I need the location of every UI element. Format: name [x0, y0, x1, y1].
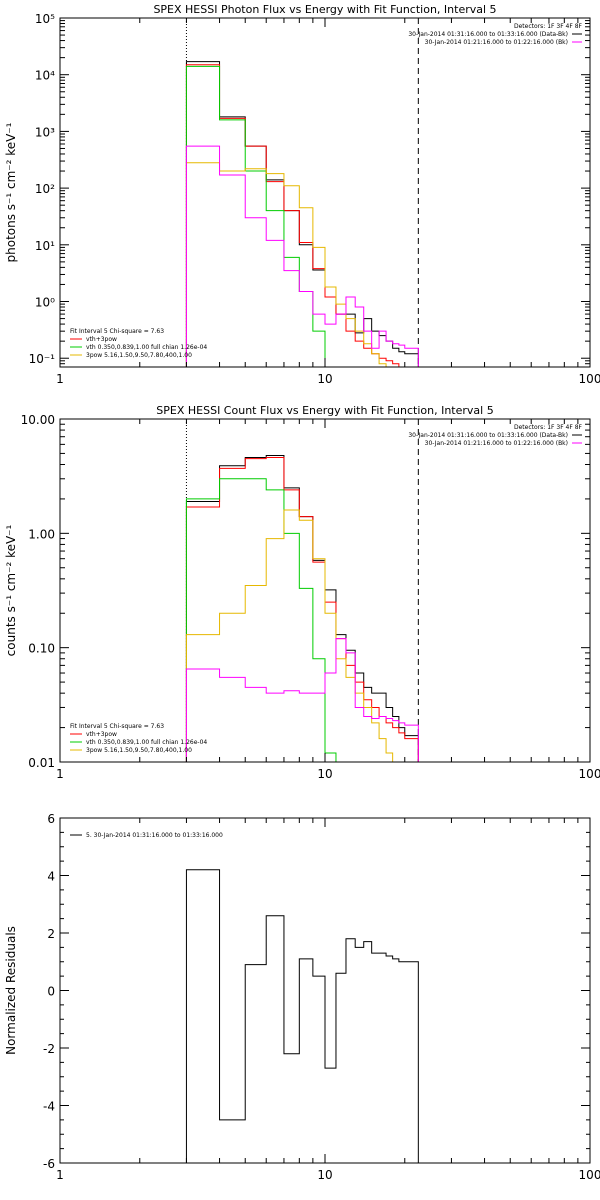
y-tick-label: 10¹ [35, 239, 55, 253]
legend-top-text: 30-Jan-2014 01:31:16.000 to 01:33:16.000… [408, 432, 568, 439]
y-tick-label: 2 [47, 927, 55, 941]
legend-bottom-text: vth 0.350,0.839,1.00 full chian 1.26e-04 [86, 344, 207, 351]
plot-area [185, 419, 419, 762]
legend-top-text: 5. 30-Jan-2014 01:31:16.000 to 01:33:16.… [86, 832, 223, 839]
legend-bottom-text: 3pow 5.16,1.50,9.50,7.80,400,1.00 [86, 352, 192, 359]
y-tick-label: 10³ [35, 125, 55, 139]
legend-top-text: Detectors: 1F 3F 4F 8F [514, 424, 583, 431]
series-step-1 [185, 869, 419, 1163]
chart-panel-1: SPEX HESSI Photon Flux vs Energy with Fi… [4, 3, 600, 386]
series-step-1 [185, 454, 419, 762]
legend-top-text: Detectors: 1F 3F 4F 8F [514, 23, 583, 30]
series-step-1 [185, 61, 419, 367]
y-tick-label: 0.10 [28, 642, 55, 656]
y-tick-label: 1.00 [28, 527, 55, 541]
y-tick-label: 10.00 [21, 413, 55, 427]
x-tick-label: 1 [56, 1168, 64, 1182]
plot-area [185, 18, 419, 367]
series-step-2 [185, 64, 419, 367]
legend-bottom-text: vth+3pow [86, 336, 117, 343]
chart-title: SPEX HESSI Count Flux vs Energy with Fit… [156, 404, 493, 417]
y-tick-label: 10⁴ [35, 69, 55, 83]
y-tick-label: 10² [35, 182, 55, 196]
y-tick-label: 0.01 [28, 756, 55, 770]
y-tick-label: 4 [47, 870, 55, 884]
legend-bottom-text: Fit Interval 5 Chi-square = 7.63 [70, 328, 164, 335]
x-tick-label: 100 [579, 372, 600, 386]
y-axis-label: counts s⁻¹ cm⁻² keV⁻¹ [4, 524, 18, 656]
legend-top-text: 30-Jan-2014 01:31:16.000 to 01:33:16.000… [408, 31, 568, 38]
series-step-4 [185, 509, 400, 762]
x-tick-label: 100 [579, 1168, 600, 1182]
legend-bottom-text: vth 0.350,0.839,1.00 full chian 1.26e-04 [86, 739, 207, 746]
chart-panel-2: SPEX HESSI Count Flux vs Energy with Fit… [4, 404, 600, 781]
legend-bottom-text: Fit Interval 5 Chi-square = 7.63 [70, 723, 164, 730]
legend-top-text: 30-Jan-2014 01:21:16.000 to 01:22:16.000… [425, 440, 568, 447]
series-step-3 [185, 478, 337, 762]
series-step-5 [185, 145, 419, 367]
y-tick-label: -6 [43, 1157, 55, 1171]
y-tick-label: 10⁻¹ [29, 352, 56, 366]
series-step-2 [185, 457, 419, 762]
legend-top-text: 30-Jan-2014 01:21:16.000 to 01:22:16.000… [425, 39, 568, 46]
x-tick-label: 1 [56, 767, 64, 781]
y-tick-label: -4 [43, 1100, 55, 1114]
x-tick-label: 10 [317, 1168, 332, 1182]
plot-area [185, 869, 419, 1163]
chart-panel-3: 1 10 100 -6 -4 -2 0 2 4 6 Normalized Residuals 5. 3… [4, 812, 600, 1182]
y-tick-label: 10⁰ [35, 296, 55, 310]
y-tick-label: 0 [47, 985, 55, 999]
y-axis-label: Normalized Residuals [4, 926, 18, 1055]
x-tick-label: 100 [579, 767, 600, 781]
legend-bottom-text: vth+3pow [86, 731, 117, 738]
x-tick-label: 10 [317, 372, 332, 386]
y-tick-label: 6 [47, 812, 55, 826]
series-step-3 [185, 65, 337, 367]
y-tick-label: -2 [43, 1042, 55, 1056]
x-tick-label: 1 [56, 372, 64, 386]
series-step-4 [185, 162, 387, 367]
y-tick-label: 10⁵ [35, 12, 55, 26]
chart-title: SPEX HESSI Photon Flux vs Energy with Fi… [153, 3, 496, 16]
x-tick-label: 10 [317, 767, 332, 781]
series-step-5 [185, 638, 419, 762]
y-axis-label: photons s⁻¹ cm⁻² keV⁻¹ [4, 122, 18, 262]
legend-bottom-text: 3pow 5.16,1.50,9.50,7.80,400,1.00 [86, 747, 192, 754]
